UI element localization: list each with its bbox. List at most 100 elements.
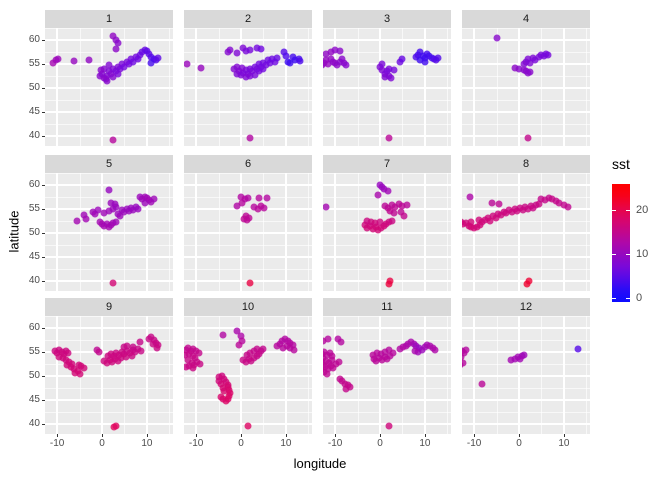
data-point: [323, 370, 331, 378]
gridline-major: [473, 28, 476, 146]
data-point: [387, 74, 395, 82]
data-point: [98, 70, 106, 78]
gridline-major: [518, 28, 521, 146]
data-point: [411, 347, 419, 355]
gridline-minor: [462, 221, 590, 223]
data-point: [217, 393, 225, 401]
gridline-minor: [184, 364, 312, 366]
gridline-major: [45, 374, 173, 377]
data-point: [238, 337, 246, 345]
gridline-major: [184, 208, 312, 211]
data-point: [63, 361, 71, 369]
data-point: [466, 193, 474, 201]
data-point: [255, 67, 263, 75]
data-point: [64, 349, 72, 357]
data-point: [323, 358, 326, 366]
gridline-major: [184, 184, 312, 187]
data-point: [262, 61, 270, 69]
data-point: [240, 215, 248, 223]
data-point: [150, 195, 158, 203]
y-tick-mark: [42, 185, 45, 187]
legend-tick-label: 20: [636, 204, 649, 217]
colorbar-gradient: [612, 184, 630, 302]
legend-title: sst: [612, 156, 630, 172]
data-point: [245, 214, 253, 222]
data-point: [244, 194, 252, 202]
data-point: [271, 58, 279, 66]
data-point: [71, 369, 79, 377]
data-point: [259, 65, 267, 73]
gridline-minor: [323, 99, 451, 101]
data-point: [386, 277, 394, 285]
data-point: [434, 54, 442, 62]
y-tick-label: 50: [28, 81, 40, 93]
data-point: [337, 338, 345, 346]
gridline-major: [184, 86, 312, 89]
data-point: [511, 355, 519, 363]
data-point: [486, 217, 494, 225]
data-point: [238, 64, 246, 72]
gridline-minor: [45, 340, 173, 342]
data-point: [242, 73, 250, 81]
gridline-major: [101, 173, 104, 291]
x-tick-mark: [424, 434, 426, 437]
facet-cell: 12 -10 0 10: [462, 298, 590, 449]
data-point: [191, 354, 199, 362]
legend-tick-label: 0: [636, 291, 643, 304]
facet-panel: [323, 173, 451, 291]
gridline-minor: [462, 387, 590, 389]
y-tick-mark: [42, 64, 45, 66]
data-point: [342, 385, 350, 393]
data-point: [545, 194, 553, 202]
y-tick-label: 45: [28, 393, 40, 405]
gridline-major: [45, 184, 173, 187]
data-point: [120, 63, 128, 71]
gridline-major: [323, 110, 451, 113]
gridline-major: [45, 110, 173, 113]
legend-tick-mark: [626, 210, 630, 212]
data-point: [369, 351, 377, 359]
x-tick-label: -10: [188, 438, 204, 449]
data-point: [323, 203, 330, 211]
gridline-major: [45, 422, 173, 425]
facet-cell: 3: [323, 10, 451, 146]
data-point: [237, 193, 245, 201]
data-point: [76, 370, 84, 378]
data-point: [219, 331, 227, 339]
data-point: [100, 209, 108, 217]
facet-strip-label: 4: [462, 10, 590, 28]
y-tick-mark: [42, 399, 45, 401]
data-point: [574, 345, 582, 353]
data-point: [511, 64, 519, 72]
data-point: [323, 56, 330, 64]
data-point: [70, 57, 78, 65]
gridline-minor: [462, 76, 590, 78]
gridline-minor: [184, 387, 312, 389]
data-point: [217, 380, 225, 388]
data-point: [421, 58, 429, 66]
gridline-minor: [45, 28, 173, 30]
legend-tick-mark: [626, 297, 630, 299]
gridline-major: [462, 39, 590, 42]
data-point: [257, 45, 265, 53]
facet-panel: [323, 316, 451, 434]
facet-strip-label: 11: [323, 298, 451, 316]
data-point: [493, 34, 501, 42]
y-tick-label: 55: [28, 203, 40, 215]
gridline-minor: [45, 387, 173, 389]
data-point: [112, 422, 120, 430]
gridline-major: [240, 28, 243, 146]
facet-strip-label: 7: [323, 155, 451, 173]
data-point: [323, 61, 326, 69]
y-tick-label: 55: [28, 346, 40, 358]
y-tick-label: 40: [28, 129, 40, 141]
data-point: [526, 68, 534, 76]
x-tick-label: -10: [466, 438, 482, 449]
data-point: [233, 49, 241, 57]
data-point: [111, 200, 119, 208]
gridline-major: [184, 374, 312, 377]
y-tick-mark: [42, 375, 45, 377]
data-point: [184, 363, 190, 371]
x-tick-mark: [196, 434, 198, 437]
gridline-minor: [462, 52, 590, 54]
